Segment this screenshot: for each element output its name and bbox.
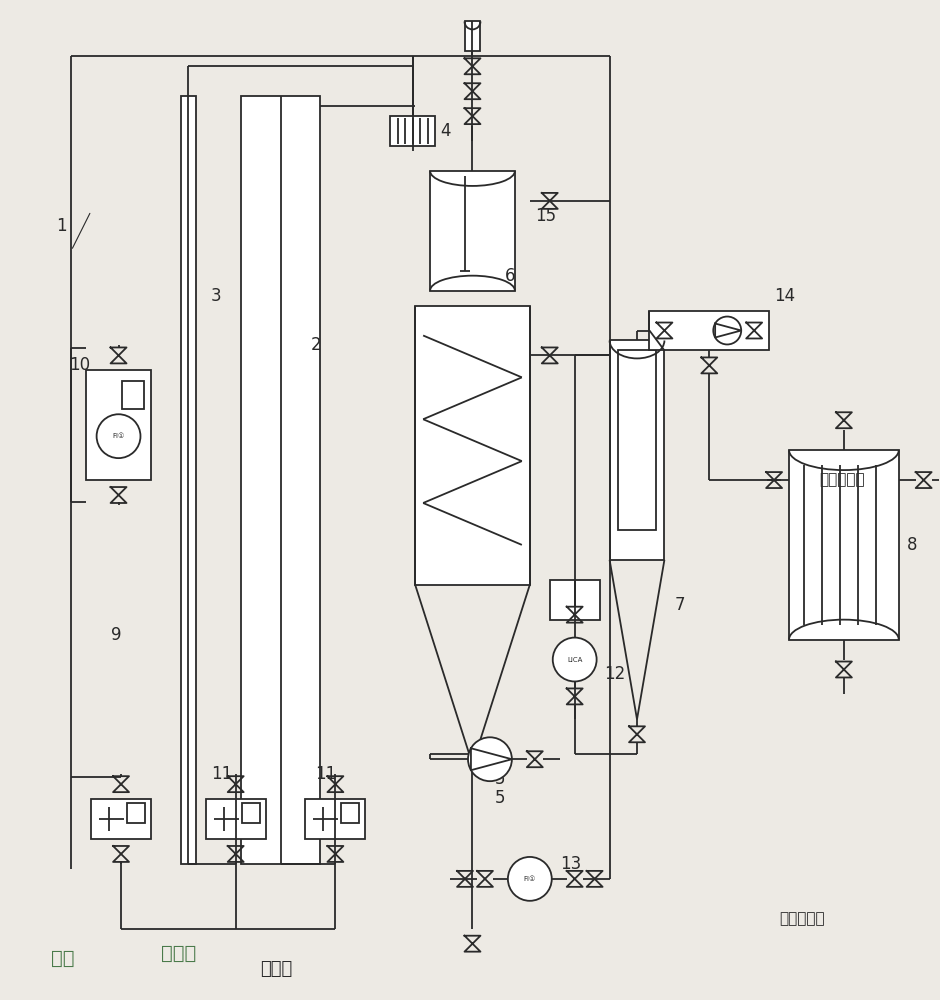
- Bar: [431, 171, 515, 291]
- Bar: [206, 799, 266, 839]
- Text: 1: 1: [56, 217, 67, 235]
- Text: 催化剂: 催化剂: [161, 944, 196, 963]
- Text: 氢气: 氢气: [52, 949, 75, 968]
- Text: 7: 7: [674, 596, 685, 614]
- Text: 混合液: 混合液: [260, 960, 293, 978]
- Circle shape: [713, 317, 742, 344]
- Text: 5: 5: [495, 789, 506, 807]
- Bar: [550, 580, 600, 620]
- Bar: [86, 370, 151, 480]
- Text: FI①: FI①: [524, 876, 536, 882]
- Text: 8: 8: [907, 536, 917, 554]
- Bar: [789, 450, 899, 640]
- Bar: [650, 311, 769, 350]
- Text: 15: 15: [535, 207, 556, 225]
- Bar: [390, 116, 435, 146]
- Bar: [122, 381, 145, 409]
- Text: 12: 12: [604, 665, 626, 683]
- Bar: [241, 96, 321, 864]
- Bar: [464, 21, 480, 51]
- Bar: [180, 96, 196, 864]
- Bar: [306, 799, 366, 839]
- Bar: [618, 350, 656, 530]
- Text: 10: 10: [70, 356, 90, 374]
- Circle shape: [553, 638, 597, 681]
- Text: 6: 6: [505, 267, 515, 285]
- Text: 14: 14: [775, 287, 795, 305]
- Text: FI①: FI①: [113, 433, 125, 439]
- Text: LICA: LICA: [567, 657, 583, 663]
- Text: 5: 5: [495, 770, 506, 788]
- Text: 11: 11: [211, 765, 232, 783]
- Text: 11: 11: [316, 765, 337, 783]
- Bar: [91, 799, 151, 839]
- Bar: [242, 803, 259, 823]
- Text: 2: 2: [310, 336, 321, 354]
- Text: 还原液出料: 还原液出料: [819, 473, 865, 488]
- Circle shape: [97, 414, 140, 458]
- Bar: [609, 340, 665, 560]
- Text: 9: 9: [111, 626, 121, 644]
- Bar: [415, 306, 530, 585]
- Text: 回收催化剂: 回收催化剂: [779, 911, 824, 926]
- Bar: [127, 803, 145, 823]
- Circle shape: [508, 857, 552, 901]
- Circle shape: [468, 737, 512, 781]
- Text: 3: 3: [211, 287, 222, 305]
- Text: 13: 13: [559, 855, 581, 873]
- Text: 4: 4: [440, 122, 450, 140]
- Bar: [341, 803, 359, 823]
